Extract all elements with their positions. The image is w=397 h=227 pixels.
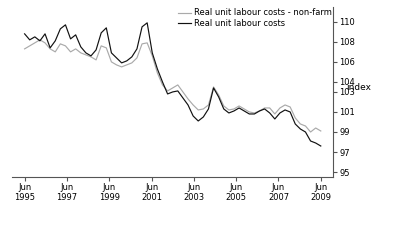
Real unit labour costs - non-farm (181, 91, 185, 93)
Real unit labour costs - non-farm (58, 42, 63, 45)
Real unit labour costs - non-farm (73, 47, 78, 50)
Real unit labour costs - non-farm (22, 47, 27, 50)
Real unit labour costs - non-farm (318, 130, 323, 132)
Real unit labour costs (68, 37, 73, 40)
Real unit labour costs (242, 110, 247, 112)
Real unit labour costs (33, 35, 37, 38)
Real unit labour costs (99, 32, 104, 34)
Real unit labour costs (22, 32, 27, 35)
Line: Real unit labour costs - non-farm: Real unit labour costs - non-farm (25, 40, 321, 132)
Real unit labour costs (145, 22, 150, 24)
Real unit labour costs (53, 39, 58, 42)
Real unit labour costs - non-farm (38, 39, 42, 41)
Legend: Real unit labour costs - non-farm, Real unit labour costs: Real unit labour costs - non-farm, Real … (178, 8, 332, 28)
Real unit labour costs (181, 96, 185, 99)
Line: Real unit labour costs: Real unit labour costs (25, 23, 321, 146)
Real unit labour costs (318, 145, 323, 147)
Y-axis label: index: index (347, 83, 372, 92)
Real unit labour costs - non-farm (33, 42, 37, 44)
Real unit labour costs - non-farm (308, 131, 313, 133)
Real unit labour costs - non-farm (242, 108, 247, 110)
Real unit labour costs - non-farm (104, 47, 109, 49)
